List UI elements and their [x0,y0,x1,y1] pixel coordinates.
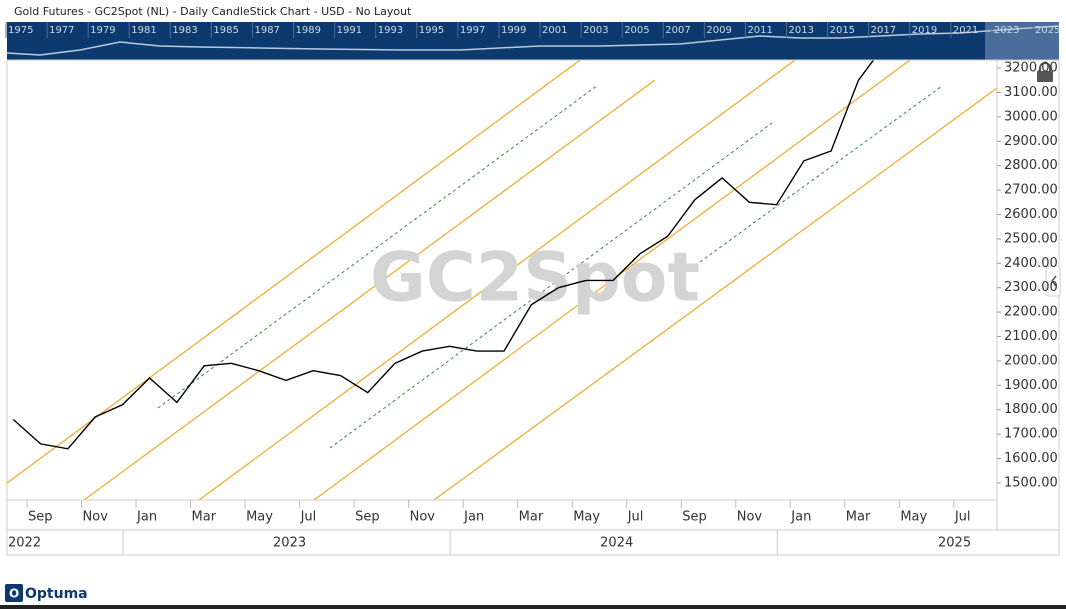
timeline-year: 1989 [296,25,321,36]
x-tick-label: Sep [355,510,380,525]
timeline-year: 1985 [213,25,238,36]
channel-lines [7,60,997,500]
x-tick-label: Jul [627,510,644,525]
y-tick-label: 1800.00 [1004,402,1058,417]
timeline-year: 1977 [49,25,74,36]
y-tick-label: 2400.00 [1004,256,1058,271]
y-tick-label: 1700.00 [1004,427,1058,442]
watermark: GC2Spot [370,239,700,318]
lock-icon [1039,62,1051,71]
median-lines [157,84,943,449]
x-tick-label: Mar [846,510,871,525]
side-panel-toggle[interactable] [1045,265,1061,297]
channel-line [313,60,911,500]
year-label: 2025 [938,536,971,551]
year-label: 2022 [8,536,41,551]
year-label: 2024 [600,536,633,551]
frame [6,59,1060,556]
timeline-year: 1975 [8,25,33,36]
x-tick-label: Mar [519,510,544,525]
timeline-year: 2009 [706,25,731,36]
channel-line [7,60,581,484]
year-label: 2023 [273,536,306,551]
logo-mark: O [9,587,19,601]
y-tick-label: 2000.00 [1004,353,1058,368]
y-tick-label: 1500.00 [1004,475,1058,490]
x-tick-label: Jan [136,510,157,525]
timeline-year: 2015 [830,25,855,36]
side-panel-arrow [1051,275,1057,287]
timeline-year: 1991 [337,25,362,36]
logo-icon [5,584,23,602]
timeline-year: 1987 [254,25,279,36]
x-tick-label: May [573,510,600,525]
x-tick-label: Jan [463,510,484,525]
timeline-year: 2011 [747,25,772,36]
logo-text: Optuma [25,586,88,602]
timeline-year: 2003 [583,25,608,36]
x-tick-label: Nov [410,510,436,525]
lock-icon [1037,71,1053,82]
price-line [12,60,875,450]
timeline-year: 2025 [1035,25,1060,36]
y-tick-label: 2900.00 [1004,134,1058,149]
x-tick-label: Jul [300,510,317,525]
timeline-year: 1999 [501,25,526,36]
timeline-bar[interactable]: 1975 1977 1979 1981 1983 1985 1987 1989 1991 1993… [5,22,1060,60]
y-tick-label: 1600.00 [1004,451,1058,466]
median-line [699,85,943,263]
x-tick-label: Sep [682,510,707,525]
y-tick-label: 2500.00 [1004,231,1058,246]
channel-line [198,60,796,500]
x-tick-label: Jul [954,510,971,525]
x-tick-label: Nov [737,510,763,525]
median-line [329,122,773,449]
y-tick-label: 2800.00 [1004,158,1058,173]
channel-line [433,87,997,500]
median-line [157,84,599,409]
timeline-year: 1983 [172,25,197,36]
x-tick-label: May [246,510,273,525]
timeline-year: 1997 [460,25,485,36]
y-tick-label: 2600.00 [1004,207,1058,222]
x-tick-label: Jan [790,510,811,525]
y-tick-label: 3100.00 [1004,85,1058,100]
timeline-year: 2007 [665,25,690,36]
y-tick-label: 3200.00 [1004,61,1058,76]
channel-line [83,79,656,500]
header-title: Gold Futures - GC2Spot (NL) - Daily Cand… [14,5,412,18]
y-tick-label: 3000.00 [1004,109,1058,124]
x-tick-label: Sep [28,510,53,525]
timeline-year: 1995 [419,25,444,36]
x-tick-label: Mar [192,510,217,525]
timeline-year: 1979 [90,25,115,36]
y-tick-label: 1900.00 [1004,378,1058,393]
y-tick-label: 2100.00 [1004,329,1058,344]
logo: O Optuma [5,584,88,602]
y-tick-label: 2700.00 [1004,183,1058,198]
timeline-year: 2017 [871,25,896,36]
y-tick-label: 2200.00 [1004,305,1058,320]
timeline-year: 2013 [789,25,814,36]
y-tick-label: 2300.00 [1004,280,1058,295]
timeline-overview [6,25,1060,56]
timeline-year: 1981 [131,25,156,36]
timeline-bg [7,22,1059,60]
timeline-year: 2023 [994,25,1019,36]
x-tick-label: Nov [83,510,109,525]
timeline-year: 2001 [542,25,567,36]
x-tick-label: May [900,510,927,525]
timeline-year: 2005 [624,25,649,36]
timeline-year: 2019 [912,25,937,36]
timeline-year: 1993 [378,25,403,36]
timeline-year: 2021 [953,25,978,36]
